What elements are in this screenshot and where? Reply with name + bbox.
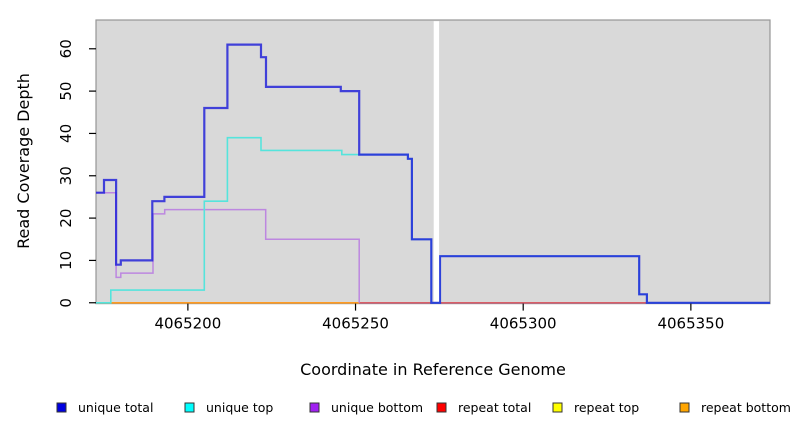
legend-item: repeat total	[436, 400, 531, 415]
legend-swatch-repeat-bottom	[679, 402, 690, 413]
y-axis-tick-label: 20	[57, 209, 75, 228]
legend-swatch-repeat-total	[436, 402, 447, 413]
x-axis-tick-label: 4065300	[490, 315, 557, 333]
y-axis-tick-label: 40	[57, 124, 75, 143]
x-axis-tick-label: 4065200	[154, 315, 221, 333]
x-axis-tick-label: 4065250	[322, 315, 389, 333]
legend-item: unique top	[184, 400, 273, 415]
y-axis-tick-label: 50	[57, 82, 75, 101]
series-lines	[96, 43, 770, 304]
x-axis-title: Coordinate in Reference Genome	[300, 360, 566, 379]
legend-label: repeat bottom	[701, 400, 791, 415]
legend-swatch-unique-bottom	[309, 402, 320, 413]
series-unique-total-line	[96, 43, 770, 304]
legend-label: repeat top	[574, 400, 639, 415]
legend-swatch-repeat-top	[552, 402, 563, 413]
legend-item: repeat bottom	[679, 400, 791, 415]
legend-item: unique total	[56, 400, 153, 415]
legend-item: unique bottom	[309, 400, 423, 415]
legend-item: repeat top	[552, 400, 639, 415]
y-axis-tick-label: 10	[57, 251, 75, 270]
legend-label: unique total	[78, 400, 153, 415]
y-axis-tick-label: 60	[57, 39, 75, 58]
gap-band-layer	[433, 21, 440, 302]
legend-label: repeat total	[458, 400, 531, 415]
x-axis-tick-label: 4065350	[657, 315, 724, 333]
axes: 4065200 4065250 4065300 4065350 0 10 20 30 40 50 6…	[57, 39, 724, 332]
legend-label: unique top	[206, 400, 273, 415]
legend-swatch-unique-top	[184, 402, 195, 413]
y-axis-tick-label: 30	[57, 166, 75, 185]
legend: unique total unique top unique bottom repea…	[56, 400, 791, 415]
y-axis-tick-label: 0	[57, 298, 75, 308]
y-axis-title: Read Coverage Depth	[14, 73, 33, 249]
legend-swatch-unique-total	[56, 402, 67, 413]
plot-panel	[95, 19, 771, 305]
missing-data-gap-band	[433, 21, 440, 302]
legend-label: unique bottom	[331, 400, 423, 415]
panel-background	[95, 19, 771, 305]
